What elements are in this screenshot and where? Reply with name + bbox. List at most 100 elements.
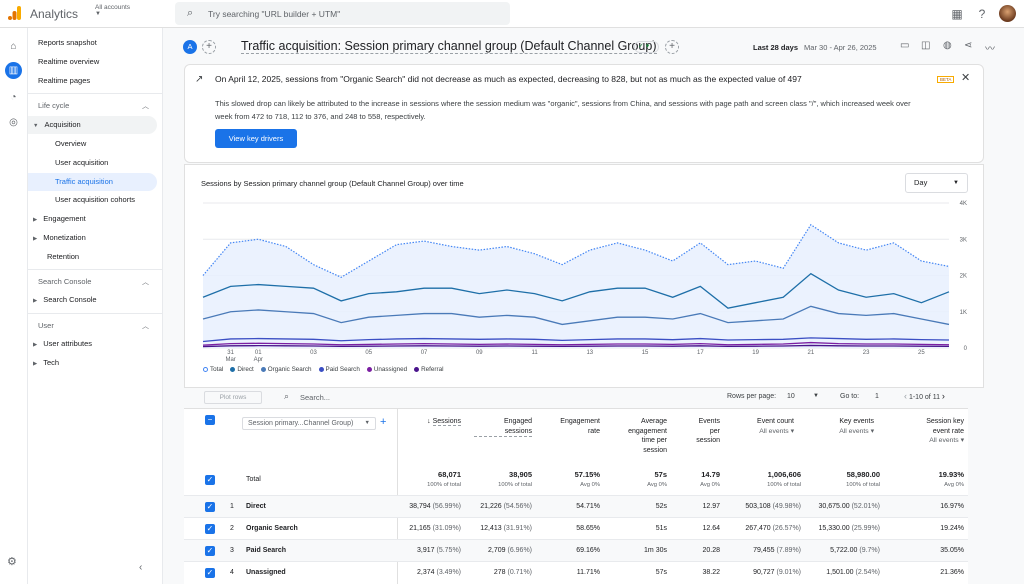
legend-item[interactable]: Total — [203, 366, 223, 373]
section-life-cycle[interactable]: Life cycle ︿ — [38, 101, 149, 110]
home-icon[interactable]: ⌂ — [10, 41, 17, 52]
apps-icon[interactable]: ▦ — [951, 7, 963, 21]
chevron-right-icon[interactable]: › — [941, 391, 945, 401]
session-key-event-filter[interactable]: All events ▾ — [929, 437, 964, 444]
sidebar-item-label: Tech — [43, 358, 60, 367]
status-check-icon[interactable]: ✓ ▾ — [634, 41, 659, 53]
close-icon[interactable]: ✕ — [961, 72, 971, 84]
table-row[interactable]: ✓ 4 Unassigned 2,374 (3.49%) 278 (0.71%) 11.7… — [184, 561, 968, 583]
sidebar-item-reports-snapshot[interactable]: Reports snapshot — [38, 38, 97, 47]
sidebar-item-acquisition[interactable]: ▼ Acquisition — [28, 116, 157, 134]
sidebar-item-user-attributes[interactable]: ▶ User attributes — [33, 335, 92, 353]
x-tick-label: 21 — [808, 350, 815, 356]
key-event-filter[interactable]: All events ▾ — [839, 427, 874, 435]
gear-icon[interactable]: ⚙ — [7, 556, 17, 568]
table-search-input[interactable]: Search... — [300, 393, 331, 402]
advertising-icon[interactable]: ◎ — [9, 117, 18, 128]
column-header-event-count[interactable]: Event count All events ▾ — [729, 417, 794, 436]
row-checkbox[interactable]: ✓ — [205, 502, 215, 512]
chart-legend: Total Direct Organic Search Paid Search Unas… — [203, 366, 451, 373]
data-table: − Session primary...Channel Group) ▼ + ↓ … — [184, 408, 968, 584]
caret-right-icon: ▶ — [33, 236, 38, 242]
date-range-picker[interactable]: Last 28 days Mar 30 - Apr 26, 2025 — [753, 43, 877, 52]
rows-per-page[interactable]: Rows per page: 10 ▼ — [727, 393, 819, 400]
caret-down-icon: ▼ — [33, 123, 39, 129]
add-comparison-icon[interactable]: + — [202, 40, 216, 54]
sidebar-item-label: User attributes — [43, 339, 93, 348]
account-selector[interactable]: All accounts ▼ — [95, 4, 130, 17]
column-header-key-events[interactable]: Key events All events ▾ — [814, 417, 874, 436]
reports-icon[interactable]: ▥ — [5, 62, 22, 79]
series-line-unassigned[interactable] — [202, 341, 950, 346]
select-all-checkbox[interactable]: − — [205, 415, 215, 425]
sidebar-item-realtime-pages[interactable]: Realtime pages — [38, 76, 91, 85]
chevron-left-icon[interactable]: ‹ — [904, 391, 907, 401]
section-user[interactable]: User ︿ — [38, 321, 149, 330]
total-eps-sub: Avg 0% — [700, 482, 720, 488]
cell-eps: 20.28 — [702, 547, 720, 554]
add-filter-icon[interactable]: + — [665, 40, 679, 54]
sidebar-item-overview[interactable]: Overview — [55, 139, 87, 148]
chevron-up-icon: ︿ — [142, 279, 149, 286]
series-line-direct[interactable] — [202, 272, 950, 309]
event-filter[interactable]: All events ▾ — [759, 427, 794, 435]
sidebar-item-user-acquisition[interactable]: User acquisition — [55, 158, 109, 167]
collapse-sidebar-icon[interactable]: ‹ — [139, 562, 143, 573]
total-checkbox[interactable]: ✓ — [205, 475, 215, 485]
section-search-console[interactable]: Search Console ︿ — [38, 277, 149, 286]
sidebar-item-tech[interactable]: ▶ Tech — [33, 354, 59, 372]
sidebar-item-traffic-acquisition[interactable]: Traffic acquisition — [28, 173, 157, 191]
table-row[interactable]: ✓ 1 Direct 38,794 (56.99%) 21,226 (54.56%) 54… — [184, 495, 968, 517]
column-header-sessions[interactable]: ↓ Sessions — [427, 418, 461, 426]
column-header-avg-engagement-time[interactable]: Average engagement time per session — [628, 418, 667, 454]
help-icon[interactable]: ? — [978, 7, 986, 21]
sidebar-item-realtime-overview[interactable]: Realtime overview — [38, 57, 100, 66]
series-line-referral[interactable] — [202, 344, 950, 348]
compare-icon[interactable]: ◫ — [921, 40, 931, 51]
go-to-page[interactable]: Go to: 1 — [840, 393, 879, 400]
column-header-events-per-session[interactable]: Events per session — [696, 418, 720, 444]
legend-item[interactable]: Referral — [414, 366, 444, 373]
sidebar-item-search-console[interactable]: ▶ Search Console — [33, 291, 97, 309]
plot-rows-button[interactable]: Plot rows — [204, 391, 262, 404]
column-header-engaged-sessions[interactable]: Engaged sessions — [474, 417, 532, 437]
explore-icon[interactable]: ◔ — [10, 92, 17, 103]
row-checkbox[interactable]: ✓ — [205, 524, 215, 534]
legend-swatch — [203, 366, 208, 372]
table-row[interactable]: ✓ 3 Paid Search 3,917 (5.75%) 2,709 (6.96%) 6… — [184, 539, 968, 561]
sidebar-item-user-acquisition-cohorts[interactable]: User acquisition cohorts — [55, 195, 136, 204]
share-icon[interactable]: ⋖ — [964, 40, 973, 51]
legend-item[interactable]: Direct — [230, 366, 254, 373]
caret-down-icon: ▼ — [813, 393, 819, 399]
row-checkbox[interactable]: ✓ — [205, 546, 215, 556]
page-title[interactable]: Traffic acquisition: Session primary cha… — [241, 39, 657, 54]
legend-item[interactable]: Paid Search — [318, 366, 360, 373]
dimension-select[interactable]: Session primary...Channel Group) ▼ — [242, 417, 376, 430]
column-header-session-key-event-rate[interactable]: Session key event rate All events ▾ — [894, 417, 964, 446]
insights-icon[interactable]: ◍ — [943, 40, 952, 51]
trend-icon[interactable]: 〰 — [985, 44, 995, 55]
series-line-paid-search[interactable] — [202, 337, 950, 343]
row-checkbox[interactable]: ✓ — [205, 568, 215, 578]
analytics-logo-icon[interactable] — [8, 6, 22, 20]
legend-item[interactable]: Unassigned — [366, 366, 407, 373]
app-title: Analytics — [30, 7, 79, 21]
series-line-organic-search[interactable] — [202, 305, 950, 326]
sidebar-item-monetization[interactable]: ▶ Monetization — [33, 229, 86, 247]
sidebar-item-retention[interactable]: Retention — [47, 252, 80, 261]
granularity-select[interactable]: Day ▼ — [905, 173, 968, 193]
view-key-drivers-button[interactable]: View key drivers — [215, 129, 297, 148]
table-toolbar: Plot rows ⌕ Search... Rows per page: 10 … — [184, 388, 968, 408]
add-dimension-icon[interactable]: + — [380, 416, 387, 428]
table-row[interactable]: ✓ 2 Organic Search 21,165 (31.09%) 12,413 (3… — [184, 517, 968, 539]
legend-item[interactable]: Organic Search — [260, 366, 312, 373]
comparison-badge[interactable]: A — [183, 40, 197, 54]
column-header-engagement-rate[interactable]: Engagement rate — [560, 418, 600, 435]
customize-report-icon[interactable]: ▭ — [900, 40, 910, 51]
avatar[interactable] — [999, 5, 1016, 22]
sidebar-item-engagement[interactable]: ▶ Engagement — [33, 210, 86, 228]
series-line-total[interactable] — [202, 223, 950, 278]
cell-events: 79,455 (7.89%) — [753, 547, 801, 554]
global-search[interactable]: ⌕ Try searching "URL builder + UTM" — [175, 2, 510, 25]
